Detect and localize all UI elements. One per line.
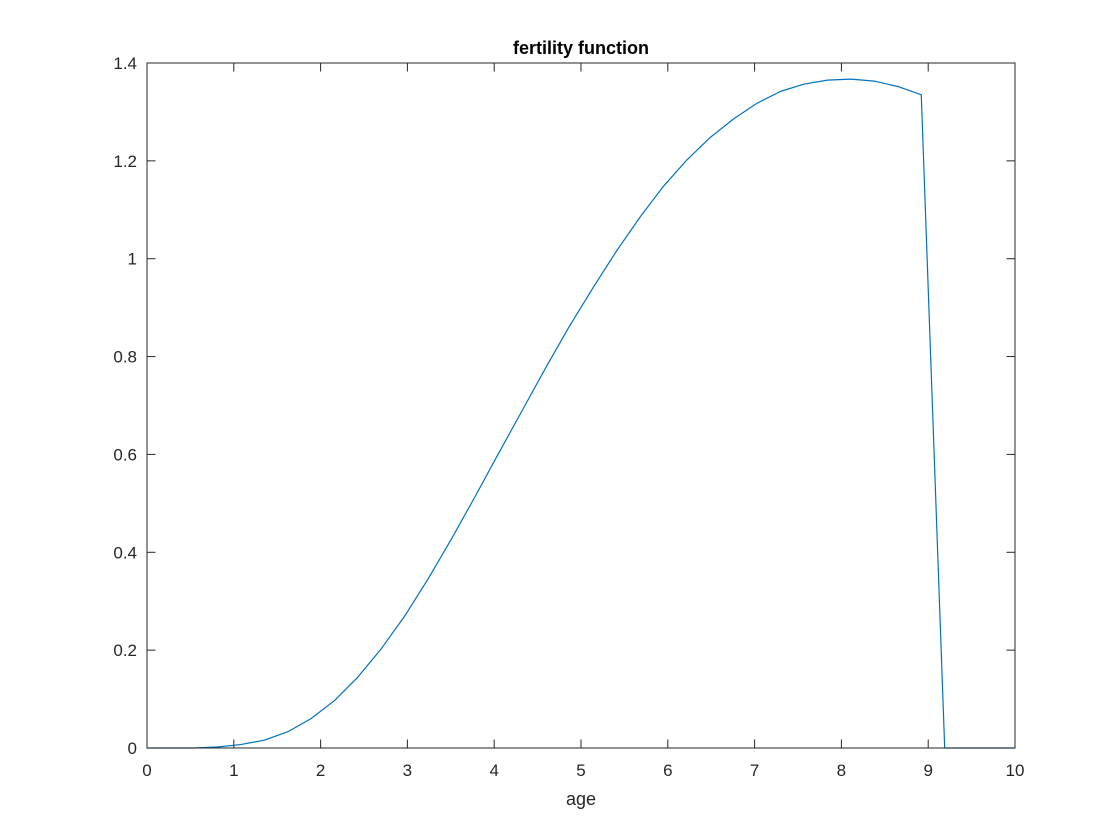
x-axis-label: age — [566, 789, 596, 809]
x-tick-label: 9 — [923, 761, 932, 780]
x-tick-label: 3 — [403, 761, 412, 780]
series-layer — [147, 78, 1015, 749]
series-line — [147, 78, 1015, 749]
y-tick-label: 0 — [128, 739, 137, 758]
y-tick-label: 0.2 — [113, 641, 137, 660]
x-tick-label: 1 — [229, 761, 238, 780]
y-tick-label: 0.8 — [113, 348, 137, 367]
x-tick-label: 7 — [750, 761, 759, 780]
chart-title: fertility function — [513, 38, 649, 58]
x-tick-label: 0 — [142, 761, 151, 780]
y-tick-label: 1.2 — [113, 152, 137, 171]
x-tick-label: 10 — [1006, 761, 1025, 780]
y-tick-label: 0.4 — [113, 543, 137, 562]
plot-area — [147, 63, 1015, 748]
x-tick-label: 6 — [663, 761, 672, 780]
x-tick-label: 4 — [489, 761, 498, 780]
x-tick-label: 5 — [576, 761, 585, 780]
y-tick-label: 0.6 — [113, 445, 137, 464]
y-tick-label: 1.4 — [113, 54, 137, 73]
x-tick-label: 8 — [837, 761, 846, 780]
tick-layer: 0 1 2 3 4 5 6 7 8 9 10 0 0.2 0.4 0.6 0.8 1 1.2 1.4 — [113, 54, 1024, 780]
x-tick-label: 2 — [316, 761, 325, 780]
y-tick-label: 1 — [128, 250, 137, 269]
